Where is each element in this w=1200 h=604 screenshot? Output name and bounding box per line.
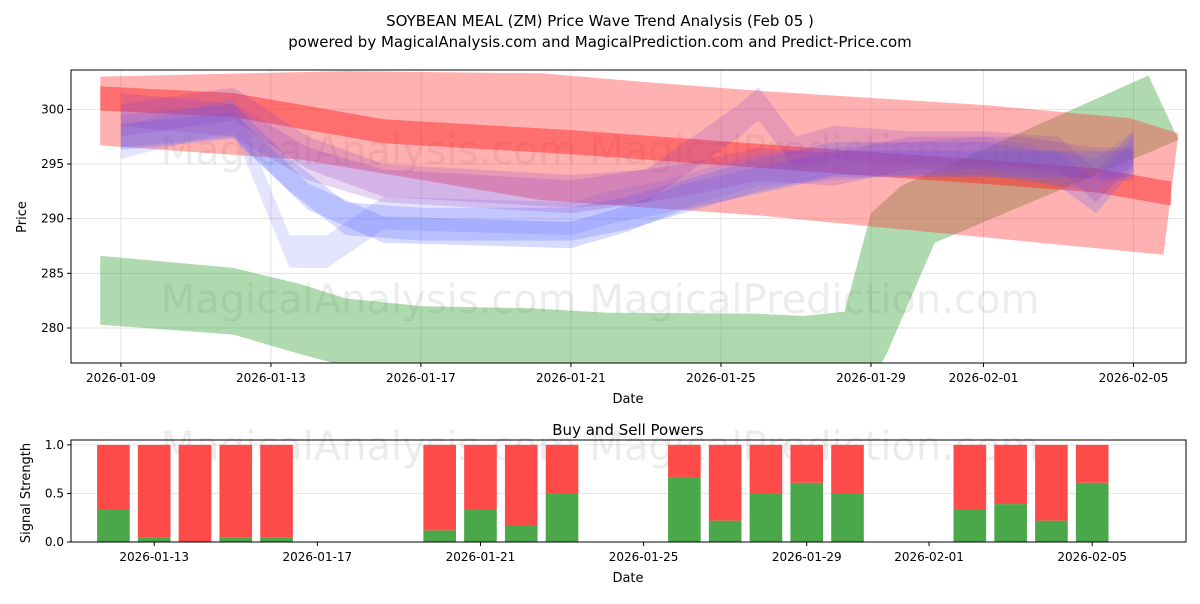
x-axis-label: Date	[612, 392, 643, 407]
buy-power-bar	[668, 476, 701, 542]
buy-power-bar	[137, 537, 171, 542]
blue-band-e	[120, 112, 1134, 249]
sell-power-bar	[1075, 444, 1109, 483]
sell-power-bar	[464, 444, 497, 510]
purple-band-d	[120, 93, 1134, 214]
bar-plot-frame	[70, 439, 1187, 543]
buy-power-bar	[1035, 520, 1068, 542]
bar-x-tick-label: 2026-02-01	[894, 550, 964, 564]
x-tick-label: 2026-01-17	[386, 371, 456, 385]
y-tick-label: 285	[41, 266, 64, 280]
buy-power-bar	[749, 493, 783, 542]
sell-power-bar	[504, 444, 538, 526]
bar-x-tick-label: 2026-02-05	[1057, 550, 1127, 564]
buy-power-bar	[504, 525, 538, 542]
bar-y-axis-label: Signal Strength	[19, 443, 34, 543]
bar-chart-title: Buy and Sell Powers	[552, 421, 704, 439]
buy-power-bar	[97, 509, 130, 542]
sell-power-bar	[994, 444, 1027, 505]
blue-band-b	[120, 98, 1134, 268]
wide-red-band	[100, 71, 1179, 255]
buy-power-bar	[545, 493, 579, 542]
bar-x-tick-label: 2026-01-13	[119, 550, 189, 564]
buy-power-bar	[831, 493, 864, 542]
bar-x-tick-label: 2026-01-17	[282, 550, 352, 564]
sell-power-bar	[97, 444, 130, 510]
x-tick-label: 2026-01-09	[86, 371, 156, 385]
buy-power-bar	[708, 520, 742, 542]
x-tick-label: 2026-02-01	[949, 371, 1019, 385]
sell-power-bar	[260, 444, 293, 538]
buy-power-bar	[464, 509, 497, 542]
bar-x-tick-label: 2026-01-21	[446, 550, 516, 564]
bar-x-tick-label: 2026-01-25	[609, 550, 679, 564]
buy-power-bar	[219, 537, 253, 542]
buy-power-bar	[1075, 482, 1109, 542]
y-tick-label: 295	[41, 157, 64, 171]
price-wave-chart: MagicalAnalysis.com MagicalPrediction.co…	[15, 69, 1187, 407]
buy-power-bar	[260, 537, 293, 542]
sell-power-bar	[178, 444, 212, 542]
bar-x-tick-label: 2026-01-29	[772, 550, 842, 564]
bar-y-tick-label: 1.0	[45, 438, 64, 452]
sell-power-bar	[708, 444, 742, 521]
buy-power-bar	[994, 504, 1027, 542]
bar-x-axis-label: Date	[612, 571, 643, 586]
buy-power-bar	[953, 509, 987, 542]
sell-power-bar	[668, 444, 701, 477]
narrow-red-band	[100, 86, 1171, 206]
sell-power-bar	[137, 444, 171, 538]
buy-sell-power-chart: Buy and Sell Powers MagicalAnalysis.com …	[19, 421, 1187, 586]
sell-power-bar	[953, 444, 987, 510]
purple-band-c	[120, 87, 1134, 208]
sell-power-bar	[423, 444, 456, 531]
chart-subtitle: powered by MagicalAnalysis.com and Magic…	[288, 33, 912, 51]
x-tick-label: 2026-01-13	[236, 371, 306, 385]
blue-band-a	[120, 103, 1134, 241]
buy-power-bar	[790, 482, 824, 542]
bar-y-tick-label: 0.5	[45, 486, 64, 500]
y-axis-label: Price	[15, 201, 30, 233]
y-tick-label: 290	[41, 212, 64, 226]
sell-power-bar	[790, 444, 824, 483]
y-tick-label: 300	[41, 102, 64, 116]
sell-power-bar	[831, 444, 864, 494]
watermark: MagicalAnalysis.com MagicalPrediction.co…	[161, 128, 1040, 174]
x-tick-label: 2026-02-05	[1099, 371, 1169, 385]
plot-frame	[70, 69, 1187, 364]
watermark: MagicalAnalysis.com MagicalPrediction.co…	[161, 424, 1040, 470]
sell-power-bar	[545, 444, 579, 494]
long-term-up-band	[100, 75, 1179, 363]
sell-power-bar	[219, 444, 253, 538]
sell-power-bar	[749, 444, 783, 494]
x-tick-label: 2026-01-21	[536, 371, 606, 385]
x-tick-label: 2026-01-29	[836, 371, 906, 385]
watermark: MagicalAnalysis.com MagicalPrediction.co…	[161, 277, 1040, 323]
sell-power-bar	[1035, 444, 1068, 521]
x-tick-label: 2026-01-25	[686, 371, 756, 385]
buy-power-bar	[423, 530, 456, 542]
y-tick-label: 280	[41, 321, 64, 335]
bar-y-tick-label: 0.0	[45, 535, 64, 549]
chart-title: SOYBEAN MEAL (ZM) Price Wave Trend Analy…	[386, 12, 814, 30]
